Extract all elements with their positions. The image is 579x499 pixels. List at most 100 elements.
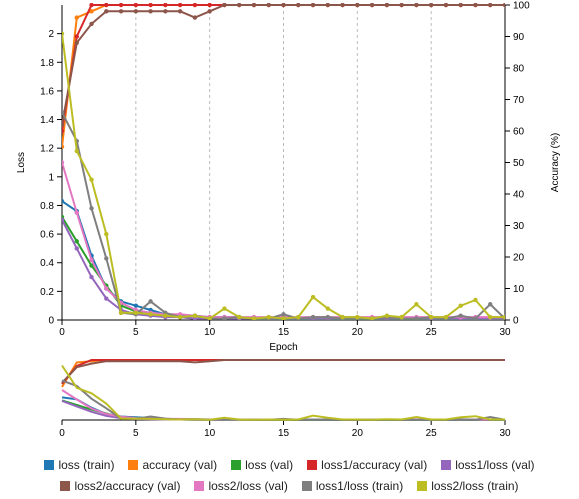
legend-item[interactable]: loss1/loss (val) [441, 458, 535, 472]
data-point [222, 316, 227, 320]
series-line-5 [62, 4, 505, 125]
x-tick-label: 15 [278, 327, 290, 338]
overview-x-tick-label: 10 [204, 428, 216, 439]
y2-tick-label: 0 [513, 316, 519, 327]
legend-item[interactable]: loss (val) [231, 458, 293, 472]
data-point [148, 312, 153, 317]
data-point [325, 314, 330, 320]
data-point [458, 313, 463, 318]
y2-tick-label: 90 [513, 32, 525, 43]
data-point [488, 302, 493, 307]
data-point [104, 231, 109, 237]
data-point [89, 274, 94, 280]
data-point [148, 9, 153, 14]
data-point [89, 177, 94, 182]
data-point [414, 3, 419, 8]
legend-item[interactable]: loss2/loss (train) [417, 479, 519, 493]
data-point [355, 3, 360, 8]
data-point [89, 3, 94, 8]
data-point [399, 3, 404, 8]
data-point [62, 31, 65, 36]
overview-x-tick-label: 15 [278, 428, 290, 439]
data-point [502, 314, 505, 320]
data-point [443, 3, 449, 8]
data-point [62, 198, 65, 204]
overview-x-tick-label: 0 [59, 428, 65, 439]
overview-plot[interactable]: 0 5 10 15 20 25 30 [59, 359, 511, 439]
y2-tick-label: 50 [513, 158, 525, 169]
data-point [222, 3, 227, 8]
data-point [458, 3, 463, 8]
legend-item[interactable]: loss1/loss (train) [301, 479, 404, 493]
y-tick-label: 0.8 [40, 201, 54, 212]
data-point [118, 310, 124, 316]
legend-item[interactable]: accuracy (val) [128, 458, 217, 472]
legend-item[interactable]: loss1/accuracy (val) [307, 458, 427, 472]
legend-item[interactable]: loss (train) [44, 458, 114, 472]
data-point [296, 314, 301, 320]
y2-tick-label: 100 [513, 1, 530, 12]
data-point [502, 3, 505, 8]
legend-label: loss1/loss (train) [315, 479, 404, 493]
y-tick-label: 1.6 [40, 86, 54, 97]
series-group [62, 3, 505, 320]
y2-tick-label: 30 [513, 221, 525, 232]
data-point [281, 3, 286, 8]
data-point [133, 3, 139, 8]
legend-label: loss2/accuracy (val) [74, 479, 181, 493]
y-tick-label: 1.4 [40, 115, 54, 126]
data-point [237, 3, 242, 8]
data-point [443, 314, 449, 320]
data-point [473, 297, 478, 303]
data-point [192, 15, 198, 20]
data-point [340, 314, 345, 320]
data-point [340, 3, 345, 8]
data-point [473, 316, 478, 320]
data-point [384, 313, 390, 318]
data-point [62, 110, 65, 115]
y-tick-label: 2 [48, 29, 54, 40]
legend-label: loss2/loss (train) [431, 479, 519, 493]
data-point [163, 9, 168, 14]
data-point [104, 256, 109, 261]
y2-tick-label: 80 [513, 64, 525, 75]
legend-label: accuracy (val) [142, 458, 218, 472]
overview-x-tick-label: 25 [426, 428, 438, 439]
data-point [89, 21, 94, 27]
y-tick-label: 0 [48, 316, 54, 327]
legend-swatch [128, 460, 139, 470]
data-point [148, 3, 153, 8]
overview-x-tick-label: 5 [133, 428, 139, 439]
data-point [399, 314, 404, 320]
overview-series-line-8 [61, 364, 505, 421]
legend-item[interactable]: loss2/loss (val) [194, 479, 288, 493]
data-point [369, 3, 375, 8]
data-point [414, 302, 419, 307]
legend-swatch [301, 481, 312, 491]
legend-label: loss (val) [245, 458, 294, 472]
data-point [266, 3, 271, 8]
legend: loss (train) accuracy (val) loss (val) loss… [0, 452, 579, 499]
data-point [192, 313, 198, 318]
x-tick-label: 10 [204, 327, 216, 338]
legend-row: loss2/accuracy (val) loss2/loss (val) loss… [0, 479, 579, 493]
overview-series-line-7 [61, 379, 506, 421]
data-point [74, 15, 79, 20]
data-point [222, 306, 227, 311]
data-point [74, 40, 79, 45]
legend-swatch [231, 460, 242, 470]
data-point [281, 312, 286, 317]
y2-tick-label: 20 [513, 253, 525, 264]
legend-swatch [441, 460, 452, 470]
legend-item[interactable]: loss2/accuracy (val) [60, 479, 180, 493]
data-point [325, 306, 330, 311]
y2-tick-label: 60 [513, 127, 525, 138]
data-point [296, 3, 301, 8]
data-point [118, 3, 124, 8]
data-point [251, 316, 257, 320]
data-point [251, 3, 257, 8]
data-point [325, 3, 330, 8]
y2-axis-label: Accuracy (%) [550, 133, 561, 192]
data-point [133, 310, 139, 316]
data-point [104, 286, 109, 291]
